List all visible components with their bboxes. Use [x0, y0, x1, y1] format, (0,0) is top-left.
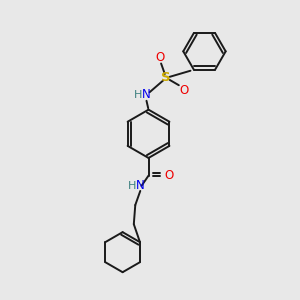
Text: H: H — [128, 181, 136, 191]
Text: O: O — [179, 84, 188, 97]
Text: O: O — [164, 169, 173, 182]
Text: N: N — [142, 88, 151, 101]
Text: O: O — [155, 51, 164, 64]
Text: N: N — [136, 179, 145, 192]
Text: S: S — [161, 71, 171, 84]
Text: H: H — [134, 90, 142, 100]
